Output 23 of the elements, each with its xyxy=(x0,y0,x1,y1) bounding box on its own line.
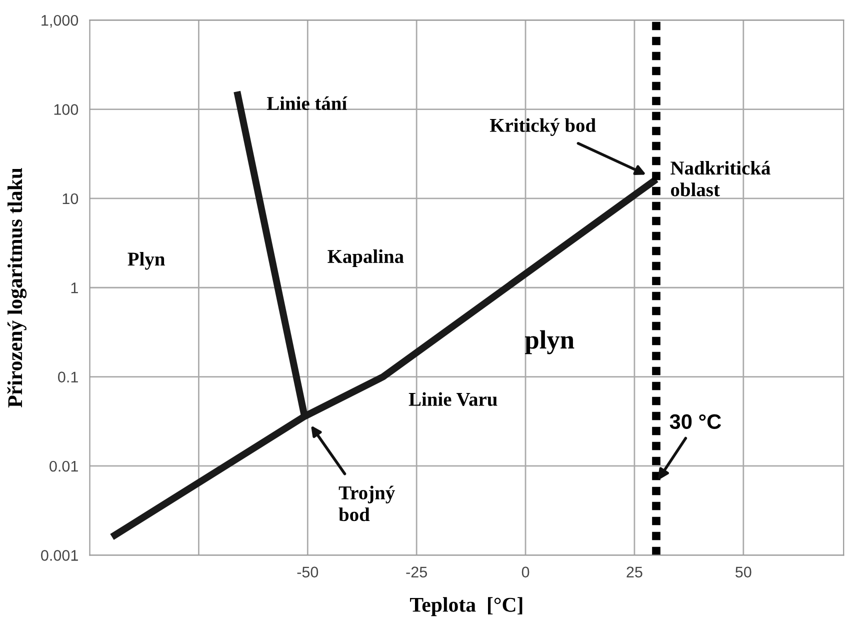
annotation: plyn xyxy=(525,330,574,354)
y-tick-label: 0.01 xyxy=(50,460,78,472)
y-tick-label: 0.001 xyxy=(41,550,78,561)
annotation: Nadkritická oblast xyxy=(670,160,770,196)
annotation: Kritický bod xyxy=(490,118,596,136)
y-tick-label: 1 xyxy=(71,282,78,294)
y-tick-label: 10 xyxy=(62,193,78,204)
x-tick-label: 25 xyxy=(626,566,642,578)
annotation: Trojný bod xyxy=(338,486,395,522)
ref-line-label: 30 °C xyxy=(670,414,722,430)
annotation: Linie tání xyxy=(266,96,348,110)
x-tick-label: -50 xyxy=(297,566,318,578)
x-tick-label: -25 xyxy=(406,566,427,578)
y-tick-label: 0.1 xyxy=(58,372,78,382)
x-tick-label: 0 xyxy=(522,566,530,578)
y-tick-label: 100 xyxy=(54,104,78,115)
x-tick-label: 50 xyxy=(736,566,752,578)
y-tick-label: 1,000 xyxy=(42,14,78,28)
x-axis-title: Teplota [°C] xyxy=(410,597,522,616)
annotation: Kapalina xyxy=(328,249,404,268)
y-axis-title: Přirozený logaritmus tlaku xyxy=(7,168,27,408)
annotation: Linie Varu xyxy=(408,392,498,406)
annotation: Plyn xyxy=(128,252,165,270)
